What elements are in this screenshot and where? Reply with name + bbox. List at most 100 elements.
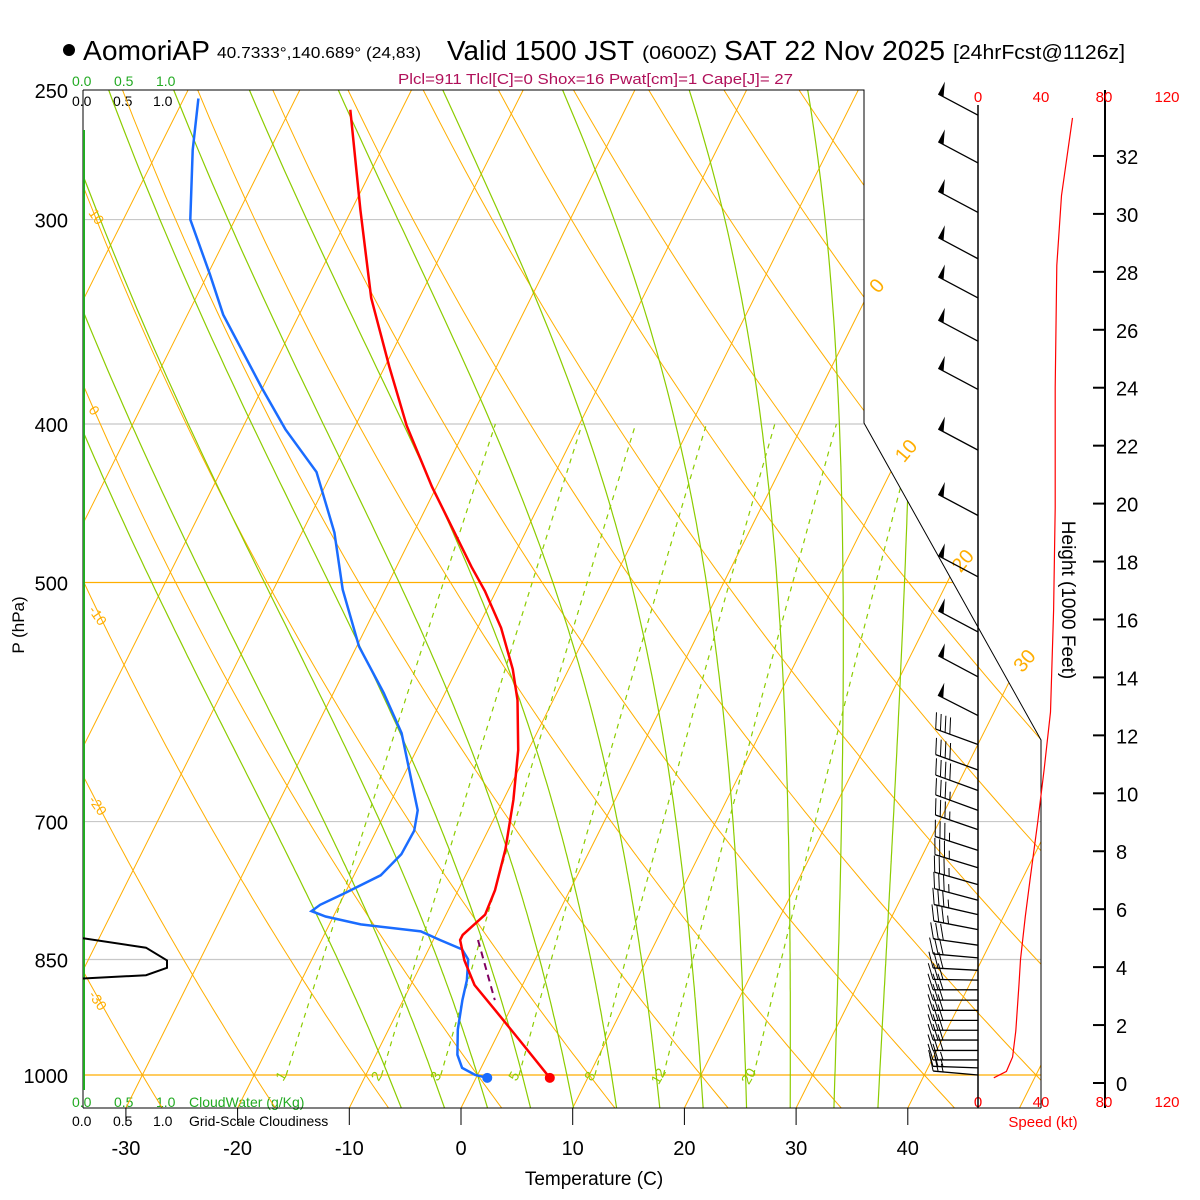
barb-feather	[932, 1014, 939, 1031]
barb-feather	[939, 739, 942, 757]
barb-feather	[935, 737, 937, 755]
moist-adiabat-line	[161, 90, 576, 1108]
moist-adiabat-line	[83, 90, 406, 1108]
dry-adiabat-line	[1002, 90, 1041, 1108]
barb-pennant	[938, 307, 945, 323]
barb-feather	[932, 1023, 939, 1041]
speed-tick-label: 0	[974, 89, 982, 106]
mixing-ratio-label: 12	[647, 1065, 669, 1087]
pressure-tick-label: 700	[35, 813, 68, 835]
barb-pennant	[938, 81, 945, 97]
barb-staff	[937, 190, 979, 214]
barb-staff	[937, 610, 979, 633]
barb-feather	[937, 963, 944, 980]
height-tick-label: 20	[1116, 495, 1138, 517]
isotherm-label: 20	[948, 546, 979, 577]
barb-feather	[944, 761, 947, 779]
wind-barb	[937, 643, 979, 678]
barb-staff	[933, 967, 979, 971]
wind-barb	[934, 798, 979, 831]
barb-staff	[935, 794, 979, 811]
moist-adiabat-line	[802, 90, 844, 1108]
barb-feather	[937, 973, 944, 990]
height-tick-label: 28	[1116, 263, 1138, 285]
wind-barb	[931, 904, 979, 931]
dry-adiabat-line	[556, 90, 1041, 1108]
wind-barb	[937, 178, 979, 214]
wind-barb	[937, 225, 979, 260]
wind-barb	[929, 937, 979, 959]
utc-time: (0600Z)	[642, 43, 717, 63]
barb-staff	[937, 428, 979, 451]
moist-adiabat-line	[679, 90, 791, 1108]
barb-half-feather	[940, 1063, 944, 1073]
dry-adiabat-label: -10	[86, 603, 111, 629]
forecast-info: [24hrFcst@1126z]	[953, 42, 1125, 64]
barb-feather	[939, 779, 942, 797]
valid-date: SAT 22 Nov 2025	[724, 35, 945, 66]
barb-staff	[937, 276, 979, 299]
barb-feather	[927, 994, 934, 1011]
barb-staff	[933, 1065, 979, 1069]
barb-feather	[927, 1014, 934, 1031]
barb-staff	[937, 655, 979, 678]
barb-staff	[937, 493, 979, 517]
height-tick-label: 26	[1116, 321, 1138, 343]
barb-staff	[937, 93, 979, 116]
dry-adiabat-label: 10	[86, 206, 108, 228]
dry-adiabat-line	[1077, 61, 1200, 1116]
isotherm-line	[1019, 90, 1041, 1108]
barb-feather	[935, 758, 937, 776]
surface-temperature-dot	[544, 1072, 555, 1083]
moist-adiabat-line	[236, 90, 619, 1108]
barb-feather	[940, 923, 944, 941]
barb-feather	[935, 778, 937, 795]
thermo-background	[83, 61, 1200, 1116]
barb-feather	[938, 952, 944, 969]
barb-pennant	[938, 178, 945, 195]
barb-staff	[937, 319, 979, 342]
wind-barb	[933, 871, 979, 901]
speed-tick-label: 40	[1033, 89, 1050, 106]
dry-adiabat-line	[1152, 61, 1200, 1116]
pressure-tick-label: 1000	[24, 1066, 69, 1088]
barb-feather	[935, 922, 939, 940]
cloudwater-tick: 0.0	[72, 73, 92, 89]
cloudiness-tick: 0.0	[72, 1113, 92, 1129]
mixing-ratio-line	[518, 423, 708, 1076]
cloudiness-tick: 0.0	[72, 93, 92, 109]
barb-feather	[949, 717, 952, 735]
wind-panel	[927, 81, 1074, 1108]
isotherm-line	[83, 90, 412, 1108]
speed-tick-label: 80	[1096, 1094, 1113, 1111]
moist-adiabat-line	[428, 90, 705, 1108]
barb-pennant	[938, 225, 945, 241]
wind-barb	[935, 737, 979, 771]
wind-barb	[937, 482, 979, 517]
dry-adiabat-line	[259, 90, 963, 1108]
temperature-tick-label: 30	[785, 1138, 807, 1160]
dry-adiabat-line	[853, 90, 1041, 1108]
barb-feather	[927, 1023, 934, 1041]
pressure-tick-label: 400	[35, 415, 68, 437]
height-tick-label: 22	[1116, 437, 1138, 459]
barb-staff	[933, 953, 979, 959]
cloudwater-tick: 0.5	[114, 73, 134, 89]
barb-feather	[933, 871, 936, 889]
wind-barb	[935, 758, 979, 792]
header: AomoriAP 40.7333°,140.689° (24,83) Valid…	[63, 35, 1125, 88]
x-axis-title: Temperature (C)	[525, 1169, 663, 1190]
cloudiness-tick: 1.0	[153, 93, 173, 109]
barb-pennant	[938, 264, 945, 280]
pressure-tick-label: 500	[35, 574, 68, 596]
mixing-ratio-line	[440, 423, 637, 1076]
wind-barb	[937, 682, 979, 717]
height-tick-label: 0	[1116, 1074, 1127, 1096]
mixing-ratio-line	[381, 423, 583, 1076]
isotherm-line	[237, 90, 748, 1108]
barb-staff	[937, 694, 979, 717]
barb-feather	[927, 1004, 934, 1021]
wind-barb	[930, 922, 979, 946]
dry-adiabat-line	[631, 90, 1041, 1108]
wind-barb	[927, 963, 979, 981]
